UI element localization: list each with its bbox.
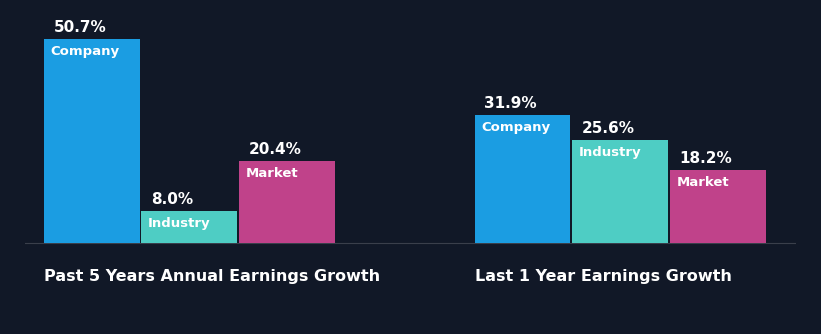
Text: Industry: Industry (148, 217, 211, 230)
Bar (572, 140, 668, 243)
Text: Market: Market (245, 167, 299, 180)
Text: Past 5 Years Annual Earnings Growth: Past 5 Years Annual Earnings Growth (44, 269, 380, 284)
Text: 18.2%: 18.2% (680, 151, 732, 166)
Bar (475, 115, 571, 243)
Text: Industry: Industry (579, 146, 642, 159)
Text: 8.0%: 8.0% (151, 192, 193, 207)
Bar (239, 161, 335, 243)
Text: 20.4%: 20.4% (249, 142, 301, 157)
Text: 25.6%: 25.6% (582, 121, 635, 136)
Text: Market: Market (677, 176, 729, 189)
Bar (44, 39, 140, 243)
Bar (141, 211, 237, 243)
Text: Last 1 Year Earnings Growth: Last 1 Year Earnings Growth (475, 269, 732, 284)
Bar (670, 170, 766, 243)
Text: 50.7%: 50.7% (53, 20, 106, 35)
Text: Company: Company (481, 121, 550, 134)
Text: Company: Company (50, 45, 120, 58)
Text: 31.9%: 31.9% (484, 96, 537, 111)
